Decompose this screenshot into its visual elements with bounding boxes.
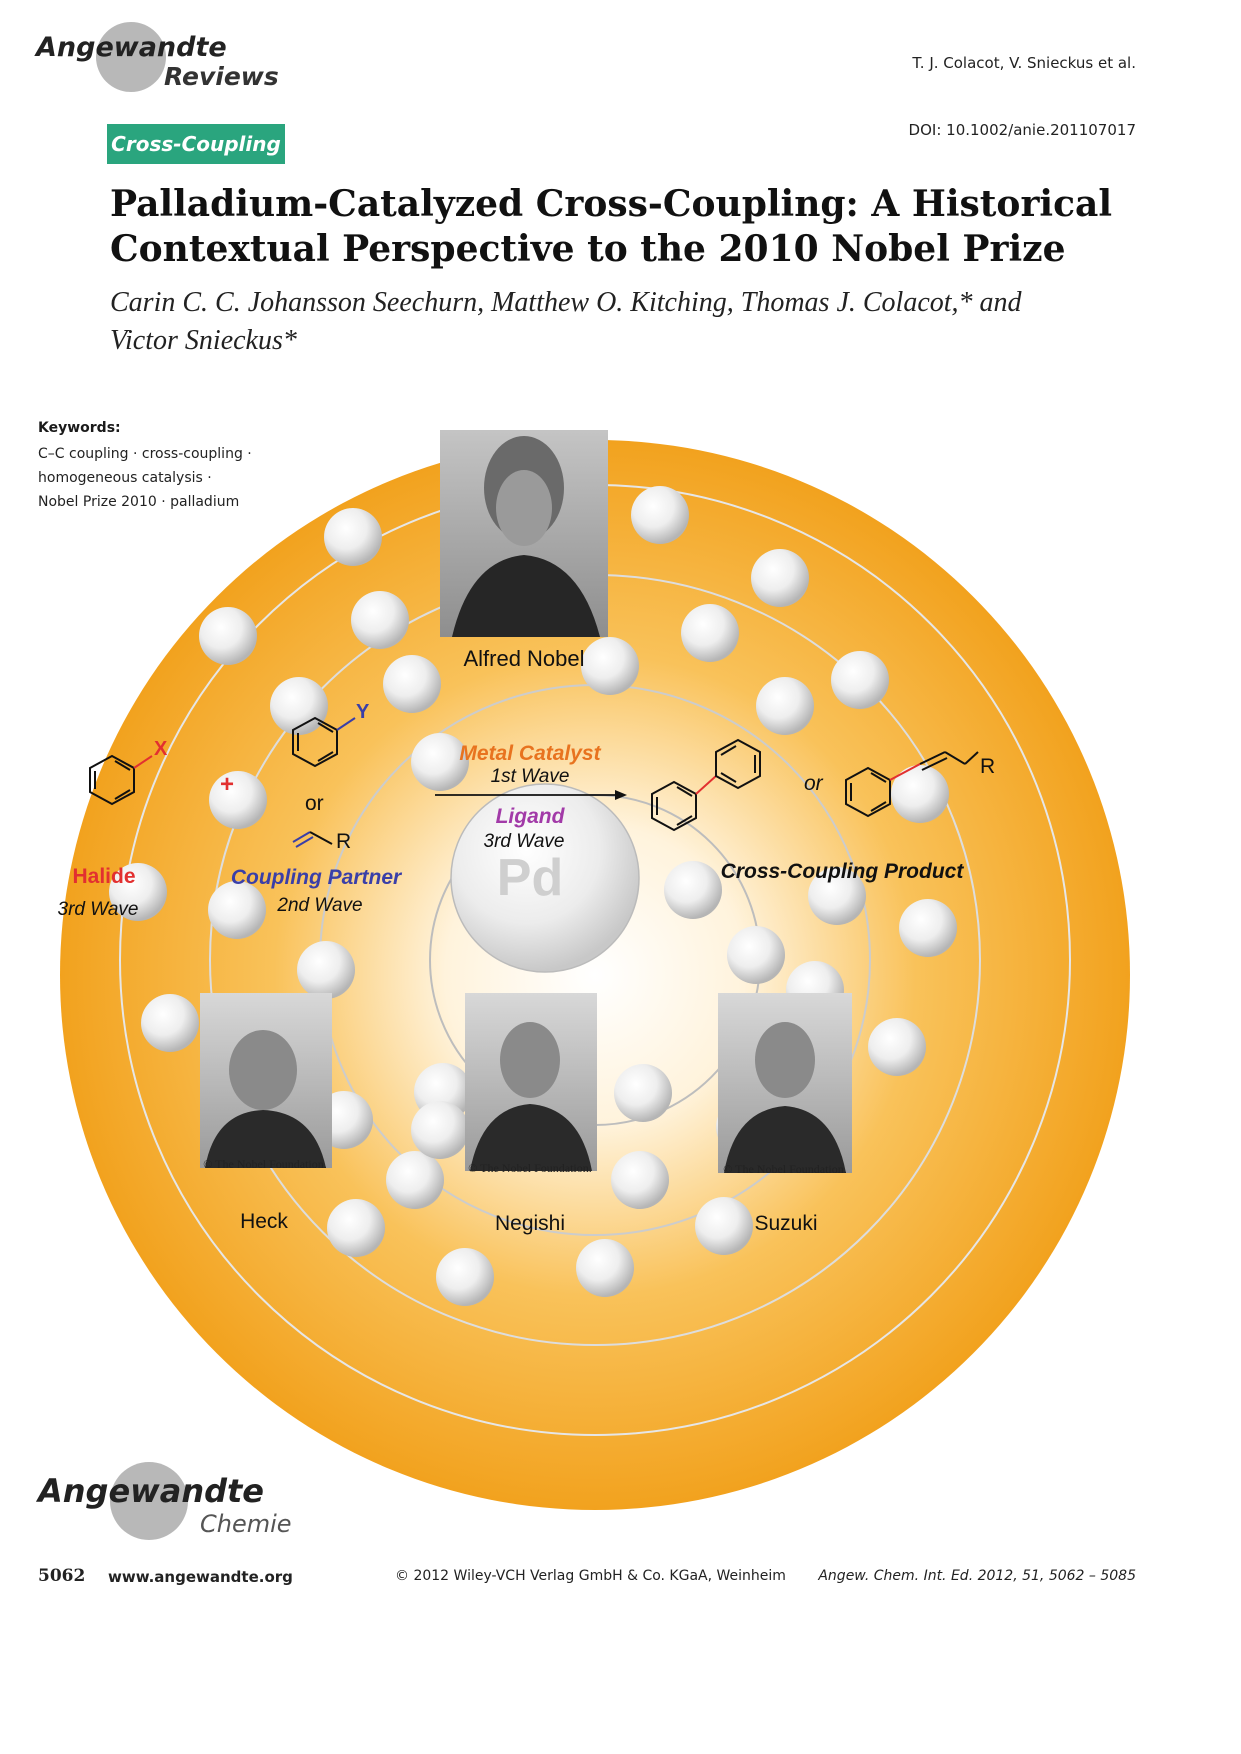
coupling-atom-y: Y (356, 701, 370, 723)
coupling-wave-label: 2nd Wave (276, 895, 362, 916)
footer-citation: Angew. Chem. Int. Ed. 2012, 51, 5062 – 5… (818, 1568, 1136, 1584)
keywords-line-3: Nobel Prize 2010 · palladium (38, 494, 240, 510)
electron-ball (270, 677, 328, 735)
electron-ball (756, 677, 814, 735)
ligand-label: Ligand (496, 805, 566, 828)
footer-logo-angewandte: Angewandte (38, 1472, 264, 1510)
coupling-benzene-structure (292, 716, 356, 768)
logo-text-reviews: Reviews (164, 62, 279, 91)
electron-ball (891, 765, 949, 823)
electron-ball (109, 863, 167, 921)
electron-ball (141, 994, 199, 1052)
or-label-2: or (804, 772, 824, 795)
electron-ball (664, 861, 722, 919)
title-line-1: Palladium-Catalyzed Cross-Coupling: A Hi… (110, 183, 1113, 225)
logo-circle (96, 22, 166, 92)
portrait-suzuki (718, 993, 852, 1173)
electron-ball (208, 881, 266, 939)
copyright-heck: © The Nobel Foundation. (203, 1157, 327, 1171)
journal-url[interactable]: www.angewandte.org (108, 1568, 293, 1586)
metal-catalyst-label: Metal Catalyst (459, 742, 601, 765)
halide-atom-x: X (154, 738, 168, 760)
name-negishi: Negishi (495, 1212, 565, 1235)
r-label-2: R (980, 755, 995, 778)
pd-label: Pd (497, 849, 563, 907)
keywords-line-1: C–C coupling · cross-coupling · (38, 446, 252, 462)
keywords-heading: Keywords: (38, 420, 121, 436)
running-head: T. J. Colacot, V. Snieckus et al. (912, 54, 1136, 72)
electron-ball (327, 1199, 385, 1257)
electron-ball (611, 1151, 669, 1209)
electron-ball (436, 1248, 494, 1306)
electron-balls (109, 486, 957, 1306)
styrene-structure (845, 751, 979, 818)
electron-ball (614, 1064, 672, 1122)
page-number: 5062 (38, 1566, 86, 1586)
electron-ball (808, 867, 866, 925)
copyright-negishi: © The Nobel Foundation. (468, 1161, 592, 1175)
electron-ball (695, 1197, 753, 1255)
cross-coupling-product-label: Cross-Coupling Product (721, 860, 965, 883)
halide-benzene-structure (89, 754, 153, 806)
electron-ball (631, 486, 689, 544)
authors-line-1: Carin C. C. Johansson Seechurn, Matthew … (110, 287, 1022, 318)
halide-label: Halide (72, 865, 135, 888)
footer-logo-circle (110, 1462, 188, 1540)
reaction-arrow-head (615, 790, 627, 800)
electron-ball (727, 926, 785, 984)
electron-ball (324, 508, 382, 566)
keywords-line-2: homogeneous catalysis · (38, 470, 212, 486)
r-label-1: R (336, 830, 351, 853)
electron-ball (386, 1151, 444, 1209)
electron-ball (351, 591, 409, 649)
electron-ball (681, 604, 739, 662)
doi[interactable]: DOI: 10.1002/anie.201107017 (908, 121, 1136, 139)
halide-wave-label: 3rd Wave (58, 899, 139, 920)
electron-ball (831, 651, 889, 709)
footer-logo-chemie: Chemie (200, 1510, 292, 1538)
name-suzuki: Suzuki (754, 1212, 817, 1235)
electron-ball (899, 899, 957, 957)
graphical-abstract: Pd Alfred Nobel X + Y or R Metal Catalys… (58, 430, 1130, 1510)
electron-ball (209, 771, 267, 829)
metal-wave-label: 1st Wave (491, 766, 570, 787)
portrait-heck (200, 993, 332, 1168)
title-line-2: Contextual Perspective to the 2010 Nobel… (110, 228, 1066, 270)
footer-copyright: © 2012 Wiley-VCH Verlag GmbH & Co. KGaA,… (395, 1568, 786, 1584)
portrait-negishi (465, 993, 597, 1171)
electron-ball (576, 1239, 634, 1297)
alkene-structure-1 (292, 831, 333, 848)
section-tag: Cross-Coupling (107, 124, 285, 164)
copyright-suzuki: © The Nobel Foundation. (723, 1162, 847, 1176)
article-title: Palladium-Catalyzed Cross-Coupling: A Hi… (110, 182, 1130, 272)
electron-ball (297, 941, 355, 999)
alfred-nobel-caption: Alfred Nobel (463, 646, 584, 671)
authors-line-2: Victor Snieckus* (110, 325, 297, 356)
electron-ball (383, 655, 441, 713)
electron-ball (751, 549, 809, 607)
electron-ball (581, 637, 639, 695)
or-label-1: or (305, 792, 324, 815)
ligand-wave-label: 3rd Wave (484, 831, 565, 852)
article-authors: Carin C. C. Johansson Seechurn, Matthew … (110, 284, 1130, 360)
biphenyl-structure (651, 738, 761, 832)
coupling-partner-label: Coupling Partner (231, 866, 403, 889)
electron-ball (868, 1018, 926, 1076)
electron-ball (411, 1101, 469, 1159)
logo-text-angewandte: Angewandte (36, 32, 227, 63)
portrait-alfred-nobel (440, 430, 608, 637)
plus-sign: + (220, 771, 234, 798)
name-heck: Heck (240, 1210, 288, 1233)
electron-ball (411, 733, 469, 791)
electron-ball (199, 607, 257, 665)
pd-nucleus (450, 783, 640, 973)
